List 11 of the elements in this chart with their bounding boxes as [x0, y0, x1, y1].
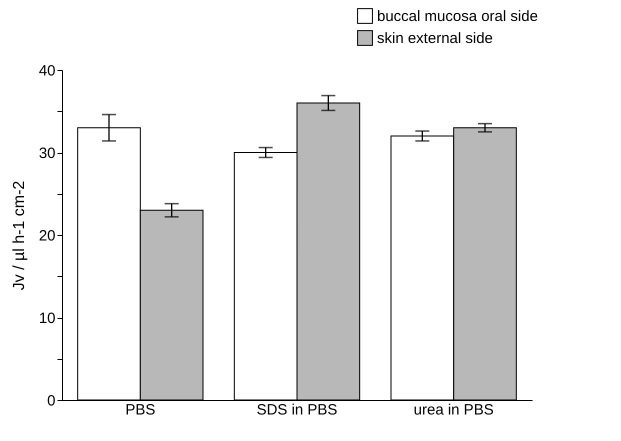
y-tick-label: 0	[47, 392, 56, 410]
y-tick-label: 30	[38, 145, 56, 162]
y-tick-label: 20	[38, 228, 56, 244]
x-tick-label: PBS	[125, 402, 156, 418]
x-tick-label: urea in PBS	[414, 402, 494, 418]
y-axis-title: Jv / µl h-1 cm-2	[10, 180, 28, 290]
legend-label: buccal mucosa oral side	[377, 8, 538, 25]
x-tick-label: SDS in PBS	[256, 402, 338, 418]
legend-label: skin external side	[377, 30, 493, 47]
y-tick-label: 40	[38, 62, 56, 80]
y-tick-label: 10	[38, 310, 56, 327]
